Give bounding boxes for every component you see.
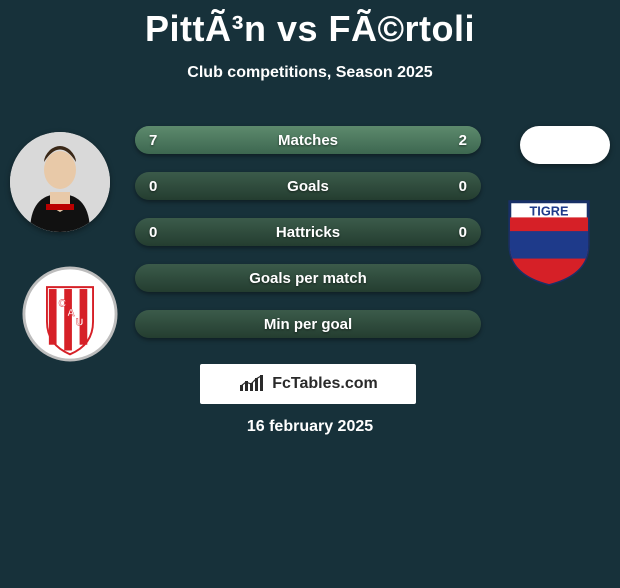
stat-label: Goals per match xyxy=(135,270,481,287)
svg-text:A: A xyxy=(67,307,75,319)
stat-row-hattricks: 0 Hattricks 0 xyxy=(135,218,481,246)
player-right-placeholder xyxy=(520,126,610,164)
stat-label: Goals xyxy=(135,178,481,195)
club-right-name: TIGRE xyxy=(530,203,569,218)
bars-icon xyxy=(238,375,266,393)
shield-icon: TIGRE xyxy=(500,188,598,286)
date-text: 16 february 2025 xyxy=(0,418,620,436)
stat-right-value: 0 xyxy=(459,224,467,241)
stat-left-value: 0 xyxy=(149,178,157,195)
player-left-photo xyxy=(10,132,110,232)
avatar-icon xyxy=(10,132,110,232)
stat-row-goals: 0 Goals 0 xyxy=(135,172,481,200)
svg-text:C: C xyxy=(58,297,66,309)
stat-label: Min per goal xyxy=(135,316,481,333)
stats-container: 7 Matches 2 0 Goals 0 0 Hattricks 0 Goal… xyxy=(135,126,481,338)
shield-icon: C A U xyxy=(22,266,118,362)
stat-right-value: 0 xyxy=(459,178,467,195)
stat-row-goals-per-match: Goals per match xyxy=(135,264,481,292)
stat-fill-right xyxy=(401,126,481,154)
stat-row-matches: 7 Matches 2 xyxy=(135,126,481,154)
club-left-badge: C A U xyxy=(22,266,118,362)
branding-text: FcTables.com xyxy=(272,375,378,393)
branding-bar: FcTables.com xyxy=(200,364,416,404)
club-right-badge: TIGRE xyxy=(500,188,598,286)
stat-label: Hattricks xyxy=(135,224,481,241)
svg-text:U: U xyxy=(76,317,84,329)
subtitle: Club competitions, Season 2025 xyxy=(0,64,620,82)
stat-row-min-per-goal: Min per goal xyxy=(135,310,481,338)
stat-fill-left xyxy=(135,126,401,154)
stat-left-value: 0 xyxy=(149,224,157,241)
page-title: PittÃ³n vs FÃ©rtoli xyxy=(0,8,620,50)
